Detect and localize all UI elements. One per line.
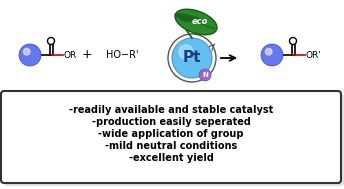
Text: -production easily seperated: -production easily seperated (92, 117, 250, 127)
Circle shape (172, 38, 212, 78)
Text: -mild neutral conditions: -mild neutral conditions (105, 141, 237, 151)
Circle shape (290, 37, 297, 44)
Circle shape (266, 48, 272, 55)
Text: +: + (82, 49, 92, 61)
Circle shape (261, 44, 283, 66)
Circle shape (179, 45, 193, 59)
Text: N: N (202, 72, 208, 78)
Text: -readily available and stable catalyst: -readily available and stable catalyst (69, 105, 273, 115)
Polygon shape (175, 9, 217, 35)
Text: -wide application of group: -wide application of group (98, 129, 244, 139)
Circle shape (199, 69, 211, 81)
Circle shape (47, 37, 54, 44)
Text: OR': OR' (306, 50, 322, 60)
Text: -excellent yield: -excellent yield (129, 153, 213, 163)
Circle shape (19, 44, 41, 66)
Text: Pt: Pt (183, 50, 201, 66)
Text: eco: eco (192, 18, 208, 26)
FancyBboxPatch shape (4, 94, 344, 186)
Text: HO−R': HO−R' (106, 50, 138, 60)
Polygon shape (175, 13, 207, 22)
Circle shape (23, 48, 30, 55)
Text: OR: OR (64, 50, 77, 60)
FancyBboxPatch shape (1, 91, 341, 183)
